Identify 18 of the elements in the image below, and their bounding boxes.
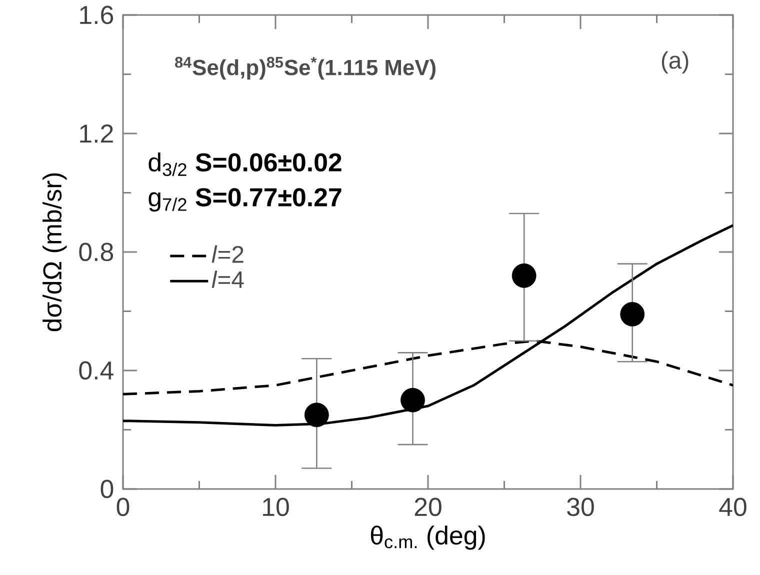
y-axis-title: dσ/dΩ (mb/sr): [42, 173, 67, 332]
y-tick-label: 0: [100, 480, 114, 498]
x-axis-title: θ$_{c.m.}$ (deg): [370, 526, 485, 550]
y-tick-label: 0.4: [79, 361, 114, 380]
x-tick-label: 30: [567, 498, 594, 516]
legend-label: l=2: [212, 245, 244, 263]
x-tick-label: 40: [719, 498, 746, 516]
y-tick-label: 1.6: [80, 6, 114, 24]
x-tick-label: 0: [116, 498, 130, 516]
y-tick-label: 0.8: [79, 242, 114, 262]
annotation: (a): [662, 51, 688, 74]
x-tick-label: 20: [414, 498, 442, 516]
y-tick-label: 1.2: [80, 124, 113, 143]
text: $^{84}$Se(d,p)$^{85}$Se$^{*}$(1.115 MeV): [175, 56, 436, 80]
annotation: d$_{3/2}$ S=0.06±0.02: [148, 152, 342, 176]
x-tick-label: 10: [263, 498, 289, 516]
annotation: g$_{7/2}$ S=0.77±0.27: [148, 188, 342, 212]
legend-label: l=4: [212, 270, 244, 288]
